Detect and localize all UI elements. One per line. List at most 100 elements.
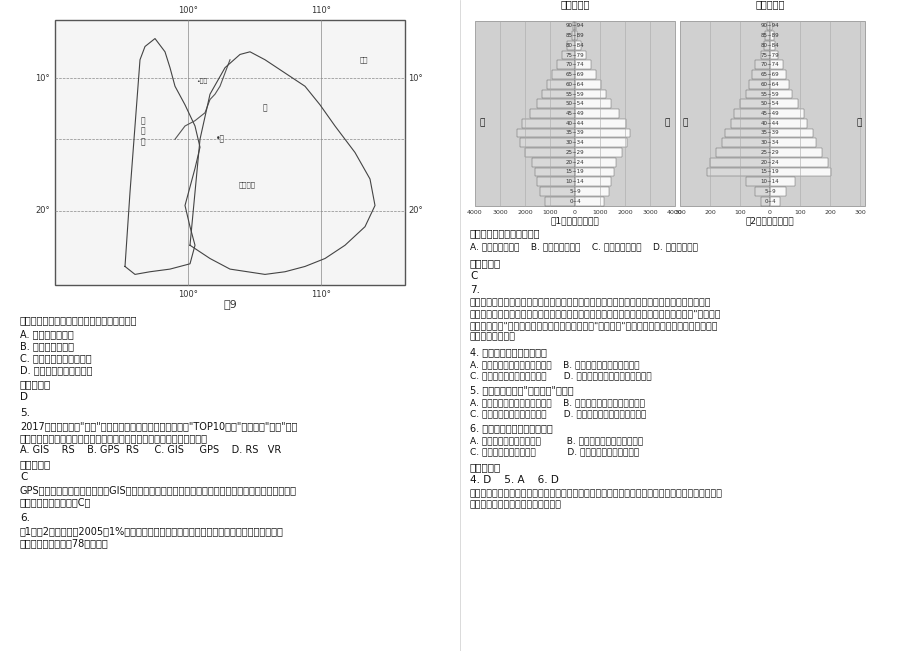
Bar (769, 109, 803, 118)
Text: 5~9: 5~9 (764, 189, 775, 194)
Text: 参考答案：: 参考答案： (470, 462, 501, 472)
Text: 10~14: 10~14 (565, 179, 584, 184)
Text: 100°: 100° (178, 290, 198, 299)
Text: B. 受沿岸寒流影响: B. 受沿岸寒流影响 (20, 341, 74, 351)
Text: 年龄（岁）: 年龄（岁） (754, 0, 784, 9)
Text: 4. D    5. A    6. D: 4. D 5. A 6. D (470, 475, 558, 485)
Bar (769, 129, 812, 137)
Text: 洁和可持续性"的核心短语，拿下了水电站领域的"诺贝尔奖"，开创了中国水电大项智能时代。据: 洁和可持续性"的核心短语，拿下了水电站领域的"诺贝尔奖"，开创了中国水电大项智能… (470, 321, 718, 330)
Text: 0~4: 0~4 (764, 199, 775, 204)
Bar (731, 119, 769, 128)
Bar (769, 119, 807, 128)
Bar (574, 129, 630, 137)
Bar (574, 158, 616, 167)
Text: 80~84: 80~84 (760, 43, 778, 48)
Text: 4. 溪洛渡水电站建设过程中: 4. 溪洛渡水电站建设过程中 (470, 347, 546, 357)
Bar (574, 177, 610, 186)
Text: 3000: 3000 (641, 210, 657, 215)
Text: 0~4: 0~4 (569, 199, 580, 204)
Bar (754, 61, 769, 69)
Text: 90~94: 90~94 (760, 23, 778, 29)
Bar (574, 61, 591, 69)
Bar (760, 197, 769, 206)
Bar (544, 197, 574, 206)
Bar (552, 70, 574, 79)
Text: 参考答案：: 参考答案： (20, 459, 51, 469)
Bar (574, 90, 606, 98)
Text: 200: 200 (703, 210, 715, 215)
Text: 7.: 7. (470, 285, 480, 295)
Text: A. 减少三峡水电站的发电量         B. 长江下游河床泥沙淤积加深: A. 减少三峡水电站的发电量 B. 长江下游河床泥沙淤积加深 (470, 436, 642, 445)
Text: 与流动人口相比，户籍人口: 与流动人口相比，户籍人口 (470, 228, 540, 238)
Text: GPS可以进行空间定位和导航，GIS能显示数据的空间分布，并具有强大的空间查询、分析、模拟、统: GPS可以进行空间定位和导航，GIS能显示数据的空间分布，并具有强大的空间查询、… (20, 485, 297, 495)
Text: 参考答案：: 参考答案： (20, 379, 51, 389)
Bar (769, 90, 791, 98)
Text: 45~49: 45~49 (565, 111, 584, 116)
Bar (557, 61, 574, 69)
Text: 90~94: 90~94 (565, 23, 584, 29)
Bar (724, 129, 769, 137)
Bar (769, 148, 822, 157)
Text: 年龄（岁）: 年龄（岁） (560, 0, 589, 9)
Bar (745, 90, 769, 98)
Text: 80~84: 80~84 (565, 43, 584, 48)
Text: C. 库区蓄水后会淹没大量农田      D. 必须提高大坝、洞室的抗振能力: C. 库区蓄水后会淹没大量农田 D. 必须提高大坝、洞室的抗振能力 (470, 371, 651, 380)
Bar (769, 80, 789, 89)
Text: 此完成下列问题。: 此完成下列问题。 (470, 333, 516, 342)
Bar (763, 41, 769, 49)
Bar (754, 187, 769, 196)
Bar (706, 167, 769, 176)
Text: D. 西南季风带来丰沛水汽: D. 西南季风带来丰沛水汽 (20, 365, 93, 375)
Bar (573, 21, 574, 30)
Text: 参考答案：: 参考答案： (470, 258, 501, 268)
Bar (539, 187, 574, 196)
Bar (572, 31, 574, 40)
Text: 2017年国庆、中秋"双节"期间，温州进入全国出行最拥堵的"TOP10城市"排行榜，"双节"期间: 2017年国庆、中秋"双节"期间，温州进入全国出行最拥堵的"TOP10城市"排行… (20, 421, 297, 431)
Bar (522, 119, 574, 128)
Text: 图2人口数量（人）: 图2人口数量（人） (745, 216, 793, 225)
Text: 70~74: 70~74 (565, 62, 584, 67)
Text: 4000: 4000 (467, 210, 482, 215)
Text: 2000: 2000 (516, 210, 532, 215)
Text: ，在温州开车出行，为了避开交通拥堵路段，主要利用的地理信息技术是: ，在温州开车出行，为了避开交通拥堵路段，主要利用的地理信息技术是 (20, 433, 208, 443)
Text: A. 冬季经常因低温冻害影响工期    B. 喀斯特溶洞危及洞室的安全: A. 冬季经常因低温冻害影响工期 B. 喀斯特溶洞危及洞室的安全 (470, 360, 639, 369)
Text: 女: 女 (480, 118, 485, 127)
Bar (535, 167, 574, 176)
Text: 15~19: 15~19 (760, 169, 778, 174)
Bar (574, 139, 627, 147)
Bar (537, 177, 574, 186)
Text: A. 劳动力数量较少    B. 劳动力比重较大    C. 性别构成较合理    D. 年龄构成较轻: A. 劳动力数量较少 B. 劳动力比重较大 C. 性别构成较合理 D. 年龄构成… (470, 242, 698, 251)
Text: 0: 0 (767, 210, 771, 215)
Text: 图1、图2分别是某市2005年1%人口抽样调查的户籍人口和流动人口金字塔示意图，该市的平: 图1、图2分别是某市2005年1%人口抽样调查的户籍人口和流动人口金字塔示意图，… (20, 526, 284, 536)
Bar (715, 148, 769, 157)
Text: •乙: •乙 (216, 135, 225, 144)
Text: A. 反气旋频繁过境: A. 反气旋频繁过境 (20, 329, 74, 339)
Text: 25~29: 25~29 (565, 150, 584, 155)
Text: 15~19: 15~19 (565, 169, 584, 174)
Bar (516, 129, 574, 137)
Text: 20°: 20° (407, 206, 422, 215)
Text: 6.: 6. (20, 513, 30, 523)
Bar (567, 41, 574, 49)
Text: 20~24: 20~24 (565, 159, 584, 165)
Text: 5. 溪洛渡水电站的"可持续性"体现在: 5. 溪洛渡水电站的"可持续性"体现在 (470, 385, 573, 395)
Text: 计和预测等功能，故选C。: 计和预测等功能，故选C。 (20, 497, 91, 507)
Text: 图示区域西部沿海地区降水丰富，主要是由于: 图示区域西部沿海地区降水丰富，主要是由于 (20, 315, 137, 325)
Text: 25~29: 25~29 (760, 150, 778, 155)
Text: 300: 300 (674, 210, 686, 215)
Bar (532, 158, 574, 167)
Text: 110°: 110° (311, 290, 331, 299)
Text: 100: 100 (793, 210, 805, 215)
Bar (547, 80, 574, 89)
Text: 100: 100 (733, 210, 745, 215)
Bar (574, 70, 596, 79)
Bar (769, 70, 786, 79)
Bar (574, 100, 610, 108)
Text: 1000: 1000 (541, 210, 557, 215)
Text: 北回归线: 北回归线 (239, 181, 255, 187)
Text: 65~69: 65~69 (760, 72, 778, 77)
Text: 60~64: 60~64 (565, 82, 584, 87)
Bar (574, 80, 601, 89)
Text: 本题主要考查流域开发、水电站的建设要考虑当地的自然条件，水电站的建设对下游地区有一定的影: 本题主要考查流域开发、水电站的建设要考虑当地的自然条件，水电站的建设对下游地区有… (470, 489, 722, 498)
Text: 男: 男 (664, 118, 669, 127)
